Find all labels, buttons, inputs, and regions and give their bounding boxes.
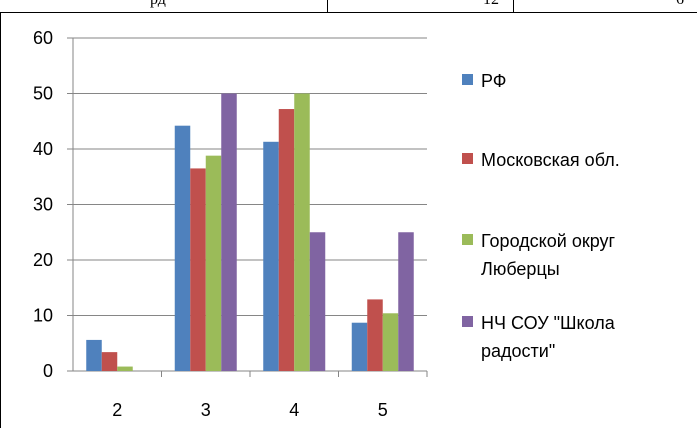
x-category-label: 4 — [289, 400, 299, 420]
bar — [382, 313, 399, 371]
bar — [174, 125, 191, 371]
y-tick-label: 30 — [33, 195, 53, 215]
table-cell-2: 12 — [483, 0, 499, 11]
chart-bars — [86, 93, 414, 371]
y-tick-label: 50 — [33, 84, 53, 104]
legend-swatch — [462, 234, 473, 245]
bar — [294, 93, 310, 371]
table-divider — [513, 0, 514, 12]
bar — [101, 352, 118, 371]
bar — [263, 141, 279, 371]
x-category-label: 3 — [201, 400, 211, 420]
legend-label: РФ — [481, 71, 507, 91]
table-cell-1: рд — [150, 0, 166, 11]
x-category-label: 2 — [112, 400, 122, 420]
chart-legend: РФ Московская обл. Городской округ Люберцы Н… — [462, 71, 620, 361]
y-tick-label: 10 — [33, 306, 53, 326]
bar — [86, 339, 102, 371]
bar — [351, 322, 368, 371]
legend-label: Городской округ Люберцы — [481, 231, 616, 279]
bar — [367, 299, 383, 371]
x-axis-category-labels: 2 3 4 5 — [112, 400, 388, 420]
table-cell-3: 6 — [676, 0, 684, 11]
table-row-fragment: рд 12 6 — [0, 0, 697, 13]
legend-swatch — [462, 316, 473, 327]
bar — [190, 168, 206, 371]
y-tick-label: 20 — [33, 250, 53, 270]
bar — [205, 155, 222, 371]
x-category-label: 5 — [378, 400, 388, 420]
bar — [221, 93, 237, 371]
bar — [309, 232, 326, 371]
chart-gridlines — [73, 37, 427, 316]
legend-swatch — [462, 153, 473, 164]
legend-swatch — [462, 74, 473, 85]
bar — [117, 366, 133, 371]
bar — [398, 232, 414, 371]
y-tick-label: 60 — [33, 28, 53, 48]
y-tick-label: 0 — [43, 361, 53, 381]
table-divider — [327, 0, 328, 12]
legend-label: НЧ СОУ "Школа радости" — [481, 313, 616, 361]
y-tick-label: 40 — [33, 139, 53, 159]
bar — [278, 109, 295, 371]
y-axis-tick-labels: 0 10 20 30 40 50 60 — [33, 28, 53, 381]
legend-label: Московская обл. — [481, 150, 620, 170]
frame-left-border — [0, 12, 1, 428]
